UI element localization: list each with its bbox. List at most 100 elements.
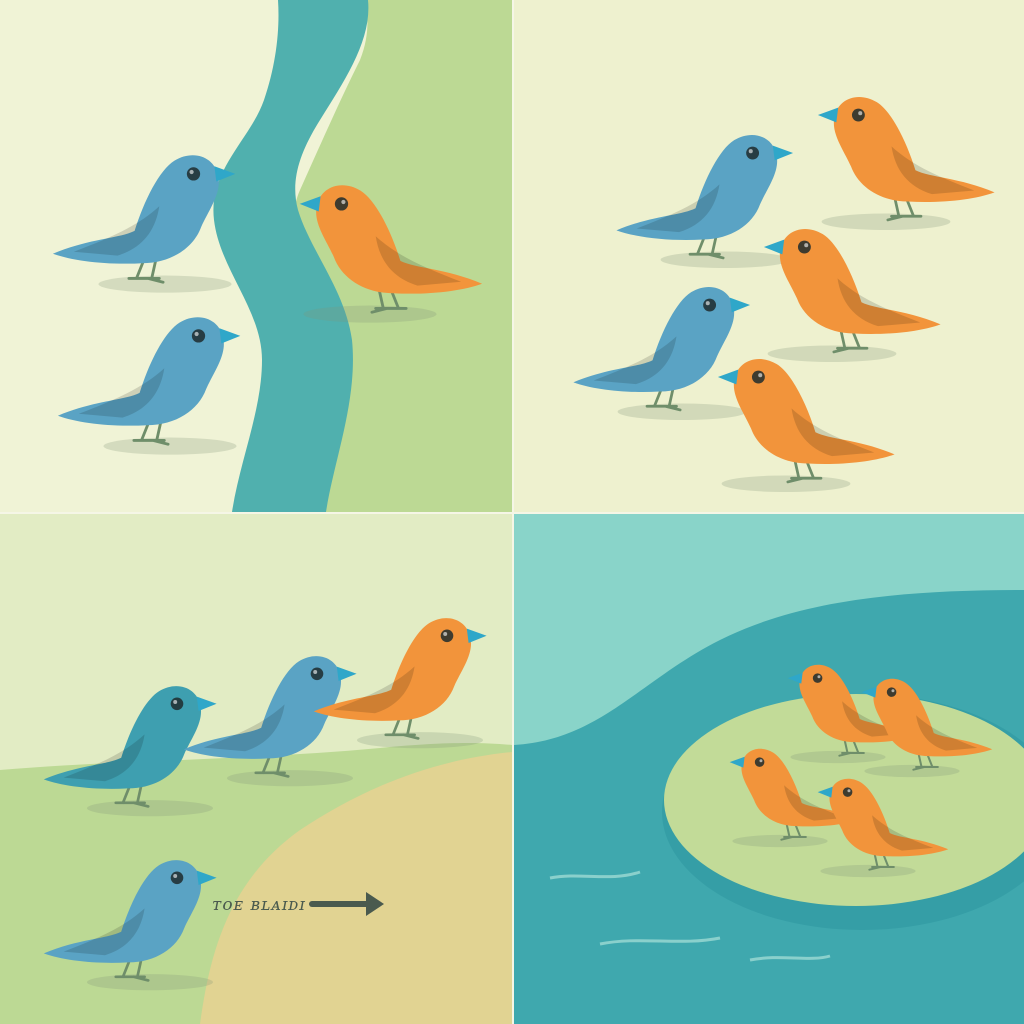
bird-body [313, 618, 472, 721]
water-ripple [599, 936, 721, 946]
bird-shadow [767, 345, 897, 363]
bird-eye-highlight [341, 199, 346, 205]
bird-beak [196, 696, 217, 711]
bird-wing [63, 908, 145, 956]
bird-wing [872, 815, 934, 851]
bird-beak [717, 369, 739, 385]
bird-wing [333, 666, 415, 714]
bird-beak [196, 870, 217, 885]
orange-bird [729, 748, 861, 848]
orange-bird [313, 618, 487, 749]
orange-bird [763, 228, 941, 363]
orange-bird [817, 96, 995, 231]
bird-body [873, 678, 993, 757]
bird-wing [837, 278, 921, 327]
bird-beak [336, 666, 357, 681]
bird-wing [73, 206, 160, 256]
bird-beak [763, 239, 785, 255]
bird-legs [114, 783, 150, 808]
bird-beak [466, 628, 487, 643]
bird-eye-highlight [891, 689, 895, 693]
bird-legs [868, 852, 895, 871]
blue-bird [43, 860, 217, 991]
blue-bird [57, 317, 241, 455]
bird-body [183, 656, 342, 759]
bird-legs [912, 752, 939, 771]
bird-beak [861, 686, 877, 698]
bird-wing [63, 734, 145, 782]
orange-bird [817, 778, 949, 878]
bird-body [779, 228, 941, 334]
bird-legs [832, 328, 869, 354]
bird-shadow [821, 213, 951, 231]
bird-eye-highlight [804, 243, 809, 248]
bird-eye [191, 329, 206, 343]
bird-beak [214, 166, 236, 182]
bird-legs [127, 257, 165, 284]
bird-eye-highlight [313, 670, 318, 674]
bird-legs [786, 458, 823, 484]
bird-body [316, 185, 483, 294]
bird-wing [891, 146, 975, 195]
bird-shadow [87, 800, 213, 817]
orange-bird [717, 358, 895, 493]
bird-body [829, 778, 949, 857]
bird-shadow [790, 750, 886, 764]
arrow-head [366, 892, 384, 916]
bird-eye-highlight [748, 149, 753, 154]
bird-eye [797, 240, 811, 254]
bird-legs [384, 715, 420, 740]
bird-beak [219, 328, 241, 344]
bird-eye-highlight [858, 111, 863, 116]
bird-body [43, 860, 202, 963]
bird-eye-highlight [758, 373, 763, 378]
bird-wing [203, 704, 285, 752]
bird-wing [375, 236, 462, 286]
bird-beak [772, 145, 794, 161]
bird-legs [780, 822, 807, 841]
bird-beak [817, 107, 839, 123]
bird-eye [886, 687, 897, 697]
arrow-label: ᴛᴏᴇ ʙʟᴀɪᴅɪ [212, 895, 306, 915]
bird-wing [593, 336, 677, 385]
bird-shadow [227, 770, 353, 787]
bird-eye-highlight [173, 700, 178, 704]
bird-eye-highlight [759, 759, 763, 763]
bird-body [43, 686, 202, 789]
winding-river [213, 0, 369, 512]
bird-legs [838, 738, 865, 757]
bird-eye [842, 787, 853, 797]
bird-eye [440, 629, 454, 643]
teal-bird [43, 686, 217, 817]
bird-legs [114, 957, 150, 982]
bird-body [799, 664, 919, 743]
birds-layer [43, 96, 995, 991]
sand-path [200, 752, 512, 1024]
bird-legs [886, 196, 923, 222]
direction-arrow: ᴛᴏᴇ ʙʟᴀɪᴅɪ [212, 892, 384, 916]
bird-shadow [732, 834, 828, 848]
bird-eye [170, 871, 184, 885]
bird-legs [645, 386, 682, 412]
bird-beak [787, 672, 803, 684]
bird-eye [310, 667, 324, 681]
bird-eye-highlight [817, 675, 821, 679]
bird-eye [186, 167, 201, 181]
bird-beak [817, 786, 833, 798]
bird-eye-highlight [705, 301, 710, 306]
bird-shadow [303, 305, 437, 323]
bird-eye-highlight [173, 874, 178, 878]
bird-wing [784, 785, 846, 821]
bird-legs [132, 419, 170, 446]
bird-shadow [357, 732, 483, 749]
bird-beak [729, 756, 745, 768]
bird-body [52, 155, 219, 264]
bird-wing [78, 368, 165, 418]
bird-shadow [864, 764, 960, 778]
bird-body [833, 96, 995, 202]
orange-bird [787, 664, 919, 764]
panel-divider-horizontal [0, 512, 1024, 514]
orange-bird [861, 678, 993, 778]
bird-body [616, 134, 778, 240]
